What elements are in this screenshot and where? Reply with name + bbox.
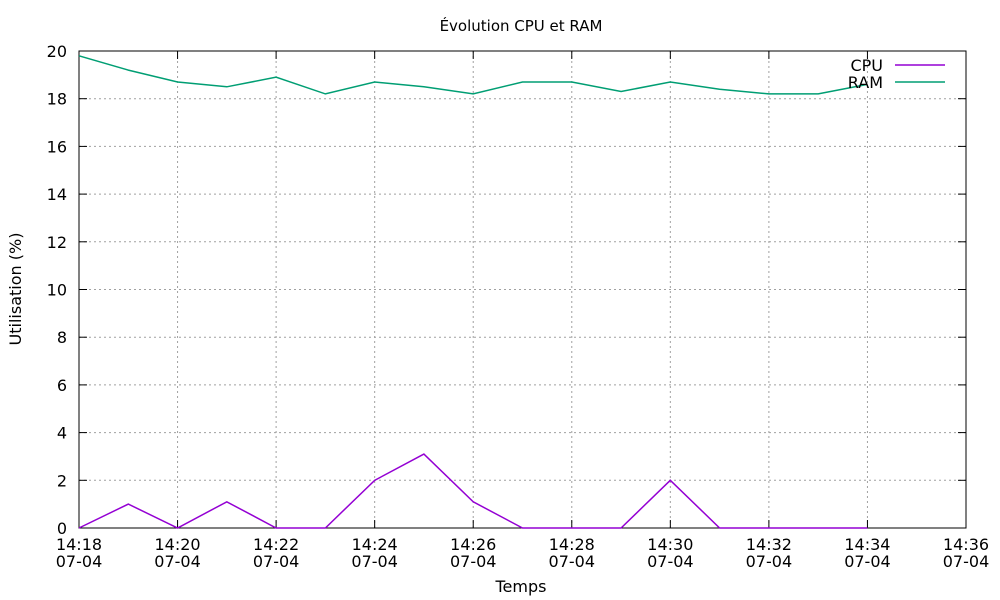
x-tick-label-date: 07-04 <box>154 552 201 571</box>
x-tick-label-date: 07-04 <box>549 552 596 571</box>
x-tick-label-time: 14:36 <box>943 535 989 554</box>
x-tick-label-date: 07-04 <box>943 552 990 571</box>
x-tick-label-time: 14:20 <box>155 535 201 554</box>
chart-title: Évolution CPU et RAM <box>440 16 603 35</box>
y-tick-label: 16 <box>47 137 67 156</box>
x-tick-label-date: 07-04 <box>351 552 398 571</box>
x-axis-label: Temps <box>495 577 547 596</box>
x-tick-label-date: 07-04 <box>647 552 694 571</box>
x-tick-labels: 14:1807-0414:2007-0414:2207-0414:2407-04… <box>56 535 990 571</box>
x-tick-label-time: 14:22 <box>253 535 299 554</box>
y-tick-label: 14 <box>47 185 67 204</box>
x-tick-label-date: 07-04 <box>844 552 891 571</box>
x-tick-label-date: 07-04 <box>56 552 103 571</box>
x-tick-label-time: 14:18 <box>56 535 102 554</box>
series-lines <box>78 55 868 529</box>
y-tick-label: 2 <box>57 471 67 490</box>
axis-ticks <box>78 50 967 529</box>
x-tick-label-time: 14:28 <box>549 535 595 554</box>
x-tick-label-date: 07-04 <box>450 552 497 571</box>
x-tick-label-date: 07-04 <box>253 552 300 571</box>
grid-lines <box>79 51 966 528</box>
x-tick-label-time: 14:32 <box>746 535 792 554</box>
y-tick-label: 12 <box>47 233 67 252</box>
x-tick-label-time: 14:24 <box>352 535 398 554</box>
x-tick-label-date: 07-04 <box>746 552 793 571</box>
y-tick-label: 6 <box>57 376 67 395</box>
x-tick-label-time: 14:26 <box>450 535 496 554</box>
series-line-ram <box>78 55 868 95</box>
y-tick-label: 4 <box>57 424 67 443</box>
legend-label-ram: RAM <box>848 73 883 92</box>
legend-label-cpu: CPU <box>850 56 883 75</box>
y-tick-label: 0 <box>57 519 67 538</box>
y-tick-label: 20 <box>47 42 67 61</box>
y-axis-label: Utilisation (%) <box>6 233 25 346</box>
x-tick-label-time: 14:30 <box>647 535 693 554</box>
y-tick-labels: 0 2 4 6 8 10 12 14 16 18 20 <box>47 42 67 538</box>
y-tick-label: 10 <box>47 281 67 300</box>
y-tick-label: 18 <box>47 90 67 109</box>
plot-frame <box>78 50 967 529</box>
series-line-cpu <box>78 453 868 529</box>
x-tick-label-time: 14:34 <box>844 535 890 554</box>
y-tick-label: 8 <box>57 328 67 347</box>
